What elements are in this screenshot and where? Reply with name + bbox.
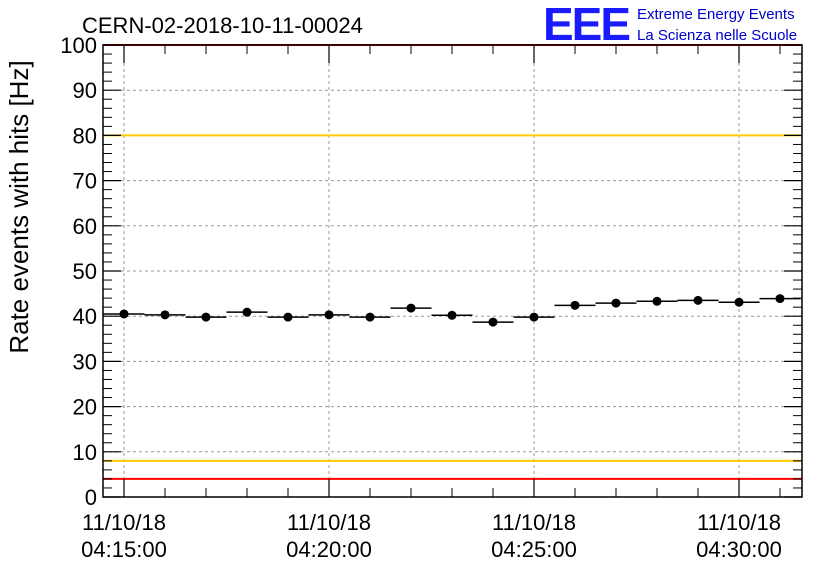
x-tick-time: 04:25:00 — [491, 537, 577, 562]
y-tick-label: 70 — [73, 169, 97, 194]
y-axis-label: Rate events with hits [Hz] — [4, 60, 34, 353]
x-tick-time: 04:15:00 — [81, 537, 167, 562]
y-tick-label: 10 — [73, 440, 97, 465]
data-point — [324, 310, 334, 320]
data-point — [283, 312, 293, 322]
data-point — [119, 309, 129, 319]
y-tick-label: 100 — [60, 33, 97, 58]
data-point — [570, 300, 580, 310]
logo-line-1: Extreme Energy Events — [637, 6, 795, 23]
data-point — [734, 297, 744, 307]
x-tick-time: 04:30:00 — [696, 537, 782, 562]
data-point — [201, 312, 211, 322]
data-point — [775, 294, 785, 304]
x-tick-date: 11/10/18 — [287, 510, 371, 535]
y-tick-label: 20 — [73, 395, 97, 420]
x-tick-date: 11/10/18 — [82, 510, 166, 535]
plot-frame — [102, 44, 803, 498]
data-point — [529, 312, 539, 322]
x-tick-date: 11/10/18 — [697, 510, 781, 535]
y-tick-label: 90 — [73, 78, 97, 103]
grid — [103, 45, 802, 497]
chart-title: CERN-02-2018-10-11-00024 — [82, 13, 363, 38]
y-tick-label: 60 — [73, 214, 97, 239]
logo-mark: EEE — [543, 0, 629, 50]
data-point — [693, 295, 703, 305]
data-point — [488, 317, 498, 327]
y-tick-labels: 0 10 20 30 40 50 60 70 80 90 100 — [60, 33, 97, 510]
y-tick-label: 80 — [73, 123, 97, 148]
data-point — [365, 312, 375, 322]
data-point — [652, 296, 662, 306]
y-tick-label: 50 — [73, 259, 97, 284]
data-point — [242, 307, 252, 317]
x-tick-labels: 11/10/1804:15:0011/10/1804:20:0011/10/18… — [81, 510, 782, 562]
x-tick-time: 04:20:00 — [286, 537, 372, 562]
y-tick-label: 30 — [73, 349, 97, 374]
reference-lines — [103, 44, 802, 480]
data-point — [447, 310, 457, 320]
axis-ticks — [103, 44, 802, 498]
data-point — [406, 303, 416, 313]
y-tick-label: 40 — [73, 304, 97, 329]
data-point — [160, 310, 170, 320]
data-point — [611, 298, 621, 308]
eee-logo: EEE Extreme Energy Events La Scienza nel… — [543, 0, 797, 50]
logo-line-2: La Scienza nelle Scuole — [637, 27, 797, 44]
y-tick-label: 0 — [85, 485, 97, 510]
data-points — [103, 294, 801, 327]
x-tick-date: 11/10/18 — [492, 510, 576, 535]
